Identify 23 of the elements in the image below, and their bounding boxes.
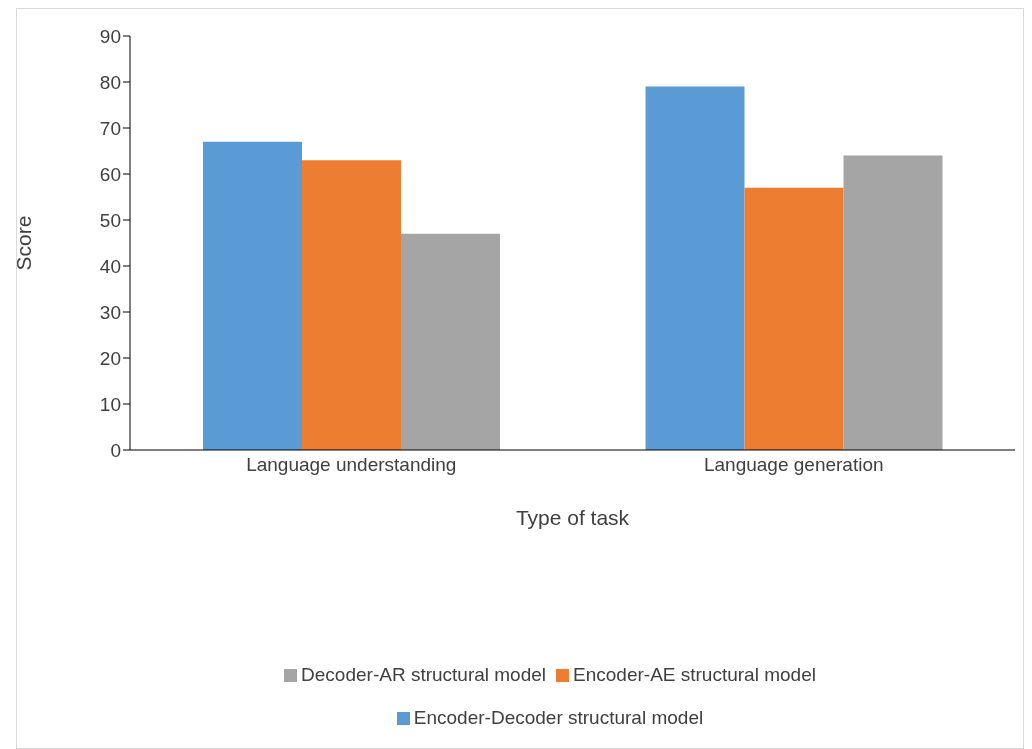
bar <box>302 160 402 450</box>
bar <box>401 233 501 450</box>
y-tick-label: 90 <box>99 25 121 47</box>
x-tick-label: Language generation <box>703 454 884 476</box>
y-tick-label: 40 <box>99 255 121 277</box>
x-axis-title: Type of task <box>515 506 630 529</box>
y-tick-label: 0 <box>110 439 121 461</box>
bar <box>744 187 844 450</box>
bar <box>203 141 303 450</box>
y-tick-label: 30 <box>99 301 121 323</box>
legend-label: Encoder-AE structural model <box>573 664 816 685</box>
y-tick-label: 20 <box>99 347 121 369</box>
y-tick-label: 80 <box>99 71 121 93</box>
y-tick-label: 50 <box>99 209 121 231</box>
bar <box>843 155 943 450</box>
x-tick-label: Language understanding <box>246 454 457 476</box>
legend-label: Encoder-Decoder structural model <box>413 707 704 728</box>
y-axis-title: Score <box>12 215 36 271</box>
y-tick-label: 70 <box>99 117 121 139</box>
y-tick-label: 60 <box>99 163 121 185</box>
y-tick-label: 10 <box>99 393 121 415</box>
bar <box>645 86 745 450</box>
legend-label: Decoder-AR structural model <box>301 664 547 685</box>
